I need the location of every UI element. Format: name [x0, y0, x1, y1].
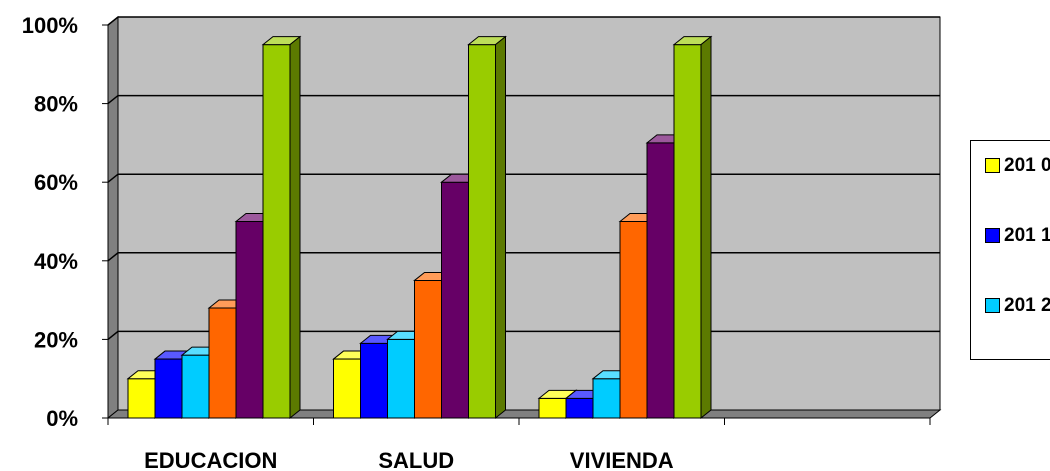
- x-tick-label: SALUD: [378, 448, 454, 471]
- bar-side: [495, 35, 506, 420]
- x-tick-label: VIVIENDA: [570, 448, 674, 471]
- bar: [181, 354, 210, 419]
- bar: [360, 342, 388, 419]
- bar: [387, 338, 415, 419]
- y-tick-label: 40%: [34, 249, 78, 274]
- plot-side-wall: [107, 15, 119, 420]
- y-tick-label: 0%: [46, 406, 78, 431]
- bar: [646, 142, 675, 419]
- gridline: [107, 94, 940, 105]
- bar: [565, 397, 594, 419]
- legend-swatch-2011: [985, 228, 1000, 243]
- bar: [154, 358, 183, 419]
- bar: [208, 307, 237, 419]
- bar: [441, 181, 469, 419]
- bar: [673, 44, 702, 419]
- y-tick-label: 60%: [34, 170, 78, 195]
- legend-label-2012: 201 2: [1004, 295, 1050, 316]
- bar: [468, 44, 496, 419]
- bar: [333, 358, 361, 419]
- bar-side: [289, 35, 301, 420]
- bar: [414, 279, 442, 419]
- bar: [235, 221, 264, 419]
- y-tick-label: 20%: [34, 327, 78, 352]
- legend-swatch-2010: [985, 158, 1000, 173]
- bar: [538, 397, 567, 419]
- bar: [619, 221, 648, 419]
- legend-swatch-2012: [985, 298, 1000, 313]
- legend-label-2010: 201 0: [1004, 155, 1050, 176]
- bar-side: [700, 35, 712, 420]
- y-tick-label: 100%: [22, 13, 78, 38]
- bar: [592, 378, 621, 419]
- x-tick-label: EDUCACION: [144, 448, 277, 471]
- gridline: [107, 16, 940, 26]
- legend-label-2011: 201 1: [1004, 225, 1050, 246]
- y-tick-label: 80%: [34, 92, 78, 117]
- bar: [262, 44, 291, 419]
- chart-legend: 201 0 201 1 201 2: [970, 140, 1050, 360]
- bar: [127, 378, 156, 419]
